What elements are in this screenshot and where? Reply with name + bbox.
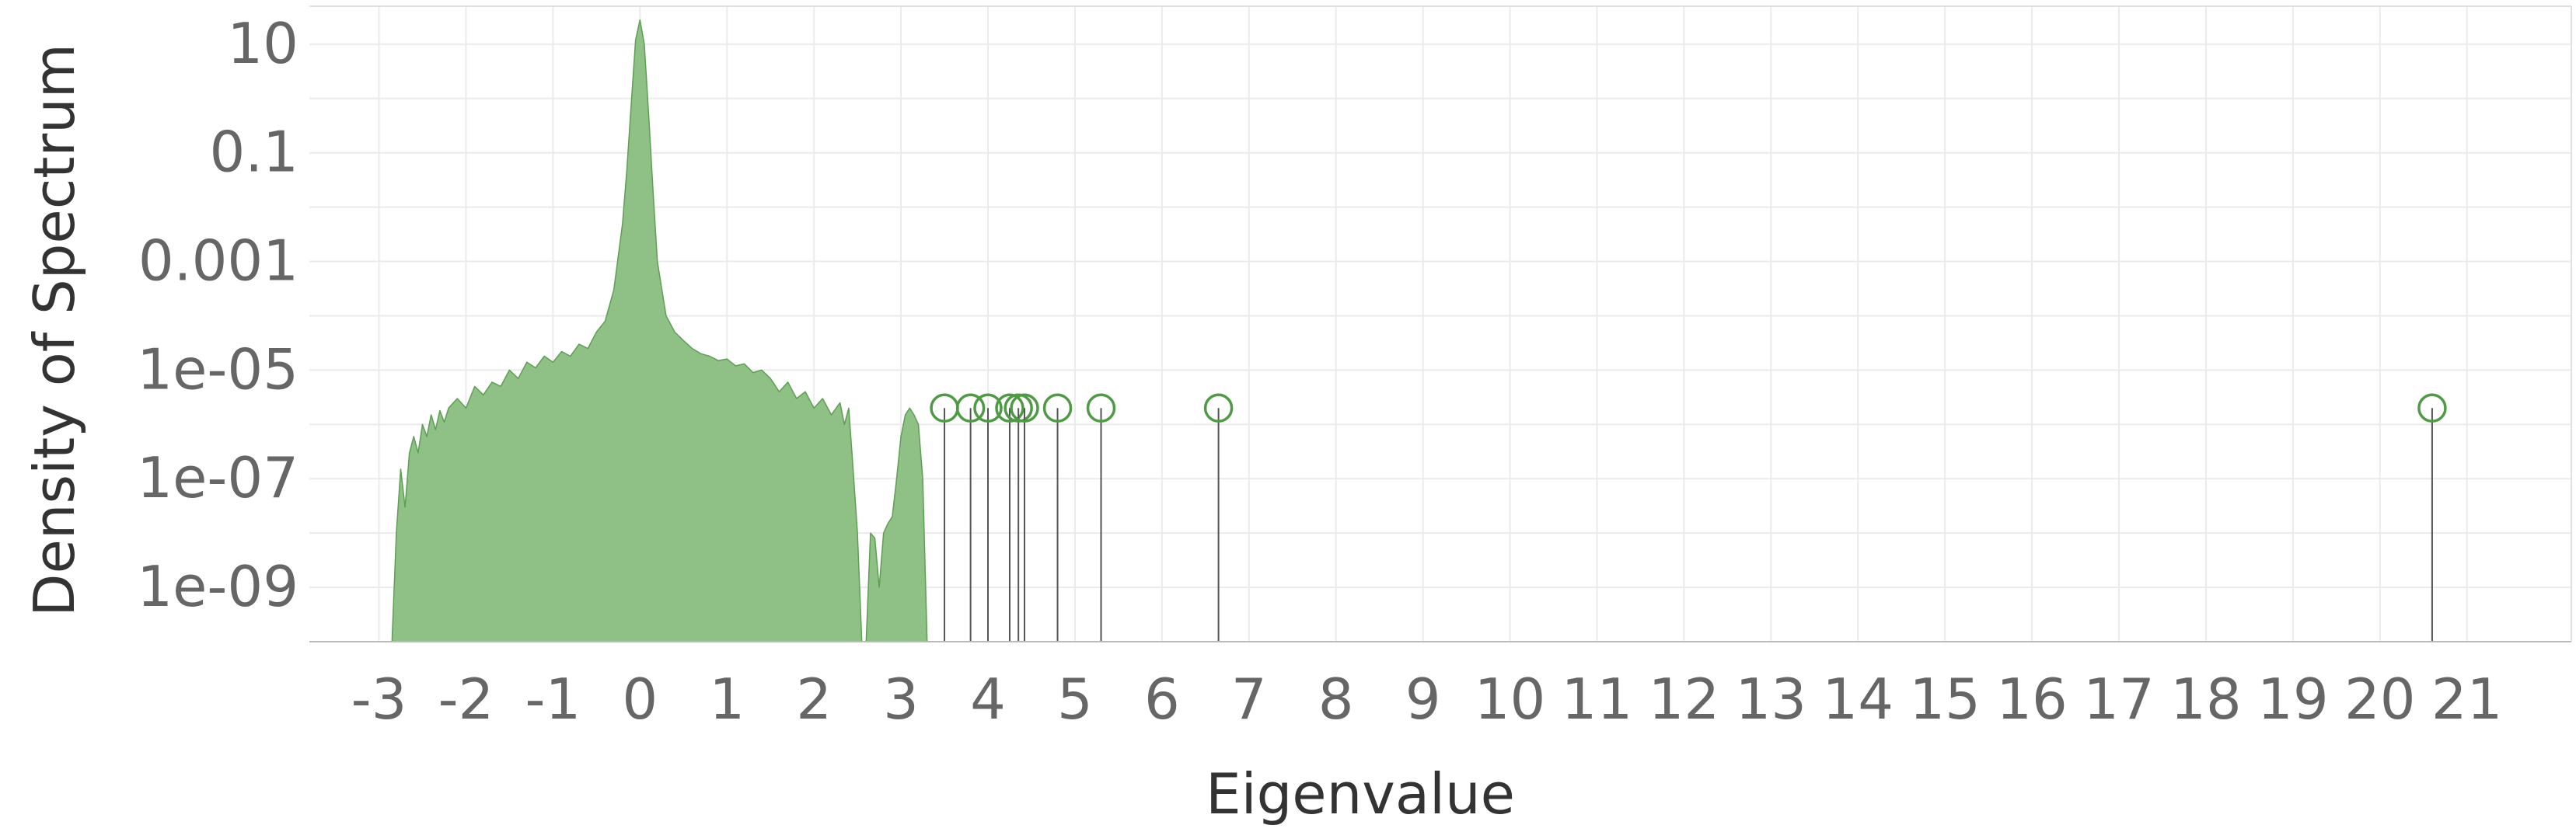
- x-tick-labels: -3 -2 -1 0 1 2 3 4 5 6 7 8 9 10 11 12 13 14 15 16 17 18 19 20 21: [351, 667, 2503, 732]
- outlier-marker: [995, 393, 1024, 423]
- x-tick-label: 8: [1318, 667, 1354, 732]
- y-tick-label: 1e-09: [137, 554, 298, 619]
- x-tick-label: -3: [351, 667, 407, 732]
- y-axis-title: Density of Spectrum: [22, 44, 87, 617]
- x-tick-label: 0: [622, 667, 658, 732]
- y-tick-label: 0.1: [209, 120, 298, 185]
- outlier-marker: [1042, 393, 1073, 423]
- outlier-marker: [955, 393, 986, 423]
- outlier-marker: [1203, 393, 1234, 423]
- x-tick-label: 6: [1144, 667, 1180, 732]
- spectrum-area-layer: [391, 19, 928, 642]
- x-tick-label: 2: [796, 667, 832, 732]
- plot-frame: [309, 5, 2572, 642]
- outlier-marker: [973, 393, 1003, 423]
- x-tick-label: 10: [1475, 667, 1546, 732]
- outlier-marker: [2417, 393, 2447, 423]
- x-tick-label: 11: [1562, 667, 1633, 732]
- x-tick-label: 16: [1996, 667, 2068, 732]
- y-tick-label: 1e-07: [137, 445, 298, 510]
- x-tick-label: 15: [1909, 667, 1981, 732]
- x-tick-label: 7: [1231, 667, 1267, 732]
- outlier-stems-layer: [930, 393, 2447, 642]
- x-tick-label: 19: [2257, 667, 2329, 732]
- x-tick-label: 3: [883, 667, 919, 732]
- x-tick-label: 20: [2344, 667, 2416, 732]
- x-tick-label: 5: [1057, 667, 1093, 732]
- y-tick-label: 10: [227, 11, 298, 76]
- x-tick-label: 21: [2431, 667, 2503, 732]
- x-tick-label: 18: [2170, 667, 2242, 732]
- y-tick-label: 0.001: [138, 228, 298, 294]
- x-tick-label: 17: [2083, 667, 2155, 732]
- outlier-marker: [1010, 393, 1039, 423]
- x-tick-label: 9: [1405, 667, 1441, 732]
- outlier-marker: [1086, 393, 1116, 423]
- y-tick-labels: 10 0.1 0.001 1e-05 1e-07 1e-09: [137, 11, 298, 619]
- spectrum-density-area: [391, 19, 928, 642]
- x-tick-label: 12: [1649, 667, 1720, 732]
- x-tick-label: -1: [525, 667, 581, 732]
- x-axis-title: Eigenvalue: [1206, 761, 1515, 827]
- x-tick-label: -2: [438, 667, 494, 732]
- x-tick-label: 1: [709, 667, 745, 732]
- x-tick-label: 13: [1735, 667, 1806, 732]
- y-tick-label: 1e-05: [137, 336, 298, 402]
- x-tick-label: 14: [1822, 667, 1894, 732]
- x-tick-label: 4: [970, 667, 1006, 732]
